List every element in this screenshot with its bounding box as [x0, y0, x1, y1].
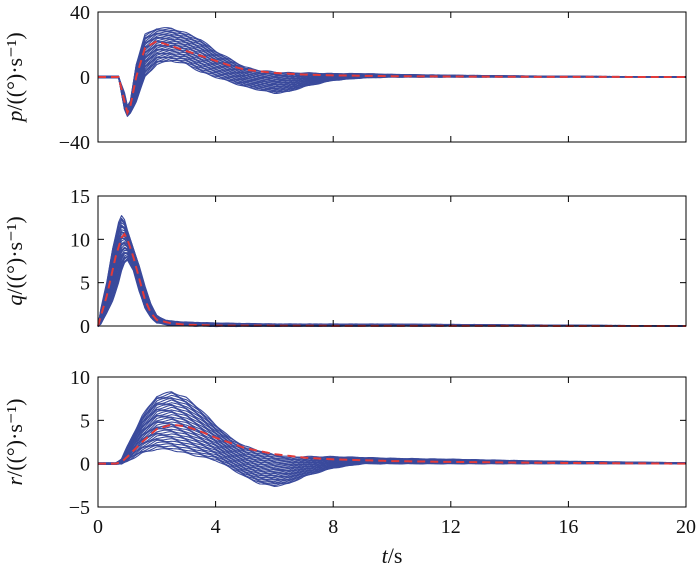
trajectory-line [97, 256, 687, 328]
trajectory-line [97, 252, 687, 327]
trajectory-line [97, 259, 687, 327]
trajectory-line [97, 244, 687, 327]
trajectory-line [97, 215, 687, 327]
trajectory-line [97, 238, 687, 327]
trajectory-line [97, 55, 687, 116]
trajectory-line [97, 247, 687, 327]
x-tick-label: 0 [93, 516, 103, 538]
mean-curve-q [97, 232, 686, 327]
x-tick-label: 16 [558, 516, 578, 538]
trajectory-line [97, 44, 687, 113]
plot-frame-p [97, 11, 687, 143]
trajectory-line [97, 242, 687, 327]
y-axis-label-p: p/((°)·s⁻¹) [2, 32, 27, 123]
trajectory-line [97, 224, 687, 327]
trajectory-line [97, 448, 687, 488]
y-tick-label: 0 [80, 454, 90, 476]
y-tick-label: −40 [59, 132, 90, 154]
trajectory-line [97, 253, 687, 327]
y-axis-label-q: q/((°)·s⁻¹) [2, 216, 27, 305]
y-ticks-p: 40 0 −40 [59, 2, 686, 154]
trajectory-line [97, 444, 687, 485]
trajectory-bundle-r [97, 391, 687, 488]
trajectory-line [97, 218, 687, 327]
y-ticks-q: 15 10 5 0 [70, 186, 686, 338]
trajectory-bundle-q [97, 215, 687, 328]
y-ticks-r: 10 5 0 −5 [69, 367, 686, 519]
panel-q: 15 10 5 0 q/((°)·s⁻¹) [2, 186, 687, 338]
y-tick-label: 10 [70, 367, 90, 389]
mean-curve-r [98, 423, 687, 465]
trajectory-line [97, 235, 687, 327]
y-tick-label: 5 [80, 273, 90, 295]
trajectory-line [97, 259, 687, 328]
trajectory-line [97, 251, 687, 327]
trajectory-line [97, 33, 687, 110]
trajectory-line [97, 56, 687, 115]
trajectory-line [97, 237, 686, 327]
x-ticks-r: 0 4 8 12 16 20 [93, 377, 696, 538]
panel-p: 40 0 −40 p/((°)·s⁻¹) [2, 2, 687, 154]
trajectory-line [97, 246, 687, 327]
trajectory-line [97, 219, 687, 327]
trajectory-line [97, 231, 687, 327]
trajectory-line [97, 255, 687, 327]
y-tick-label: 15 [70, 186, 90, 208]
mean-curve-p [98, 40, 686, 116]
trajectory-line [97, 391, 687, 465]
trajectory-line [97, 29, 687, 109]
trajectory-line [97, 217, 687, 327]
trajectory-line [97, 56, 687, 116]
y-axis-label-r: r/((°)·s⁻¹) [2, 399, 27, 486]
trajectory-line [97, 226, 687, 327]
trajectory-line [97, 36, 687, 110]
y-tick-label: 0 [80, 67, 90, 89]
x-tick-label: 20 [676, 516, 696, 538]
x-axis-label: t/s [382, 543, 403, 568]
trajectory-line [97, 222, 687, 327]
trajectory-line [97, 57, 687, 117]
y-tick-label: −5 [69, 497, 90, 519]
trajectory-line [97, 257, 687, 327]
x-tick-label: 4 [211, 516, 221, 538]
trajectory-line [97, 242, 687, 327]
trajectory-bundle-p [97, 27, 687, 117]
trajectory-line [97, 60, 687, 117]
plot-frame-q [97, 195, 687, 327]
trajectory-line [97, 249, 687, 327]
y-tick-label: 5 [80, 410, 90, 432]
trajectory-line [97, 231, 687, 327]
trajectory-line [97, 241, 687, 327]
trajectory-line [97, 59, 687, 117]
trajectory-line [97, 252, 687, 327]
x-tick-marks [97, 196, 687, 326]
trajectory-line [97, 233, 687, 327]
plot-frame-r [97, 376, 687, 508]
trajectory-line [97, 225, 687, 327]
trajectory-line [97, 256, 687, 327]
trajectory-line [97, 434, 687, 480]
trajectory-line [97, 247, 687, 327]
y-tick-label: 10 [70, 229, 90, 251]
trajectory-line [97, 237, 687, 327]
x-tick-label: 8 [328, 516, 338, 538]
trajectory-line [97, 229, 687, 327]
x-tick-label: 12 [441, 516, 461, 538]
y-tick-label: 0 [80, 316, 90, 338]
y-tick-label: 40 [70, 2, 90, 24]
